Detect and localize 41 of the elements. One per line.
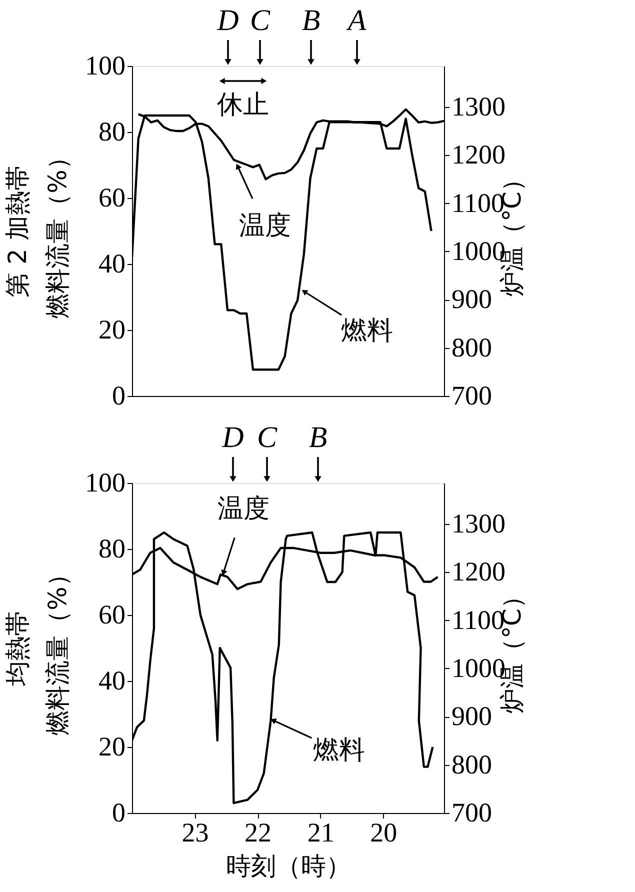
annotation: 温度 <box>239 211 291 241</box>
y-tick-label: 100 <box>85 468 126 498</box>
text: D <box>221 421 244 454</box>
y2-tick-label: 900 <box>452 284 492 314</box>
x-tick-label: 20 <box>370 818 398 848</box>
y2-tick-label: 900 <box>452 701 492 732</box>
annotation: 燃料 <box>312 736 365 766</box>
y-tick-label: 80 <box>98 534 126 564</box>
text: D <box>216 4 240 37</box>
y-tick-label: 0 <box>112 380 126 410</box>
x-axis-title: 時刻（時） <box>226 852 351 880</box>
annotation: 休止 <box>217 90 269 120</box>
y-tick-label: 60 <box>98 182 126 212</box>
y2-tick-label: 800 <box>452 749 492 780</box>
x-tick-label: 23 <box>182 818 209 848</box>
y2-tick-label: 1300 <box>452 508 506 538</box>
annotation: 燃料 <box>341 316 393 346</box>
y2-tick-label: 700 <box>452 798 492 828</box>
y2-tick-label: 800 <box>452 332 492 362</box>
y2-tick-label: 700 <box>452 380 492 410</box>
y-tick-label: 40 <box>98 666 126 696</box>
text: B <box>308 421 328 454</box>
y-tick-label: 100 <box>85 50 126 80</box>
x-tick-label: 22 <box>244 818 272 848</box>
y-axis-title: 第 2 加熱帯燃料流量（%） <box>3 144 72 318</box>
y-tick-label: 20 <box>98 314 126 344</box>
text: A <box>346 4 367 37</box>
y-axis-title: 均熱帯燃料流量（%） <box>3 562 72 736</box>
y2-tick-label: 1200 <box>452 140 506 170</box>
text: B <box>302 4 320 37</box>
text: C <box>250 4 271 37</box>
annotation: 温度 <box>218 494 270 524</box>
y2-tick-label: 1300 <box>452 91 506 122</box>
y-tick-label: 0 <box>112 798 126 828</box>
y-tick-label: 20 <box>98 732 126 762</box>
x-tick-label: 21 <box>307 818 334 848</box>
y-tick-label: 80 <box>98 116 126 146</box>
y-tick-label: 40 <box>98 248 126 278</box>
text: C <box>256 421 278 454</box>
y-tick-label: 60 <box>98 600 126 630</box>
y2-tick-label: 1200 <box>452 556 506 587</box>
